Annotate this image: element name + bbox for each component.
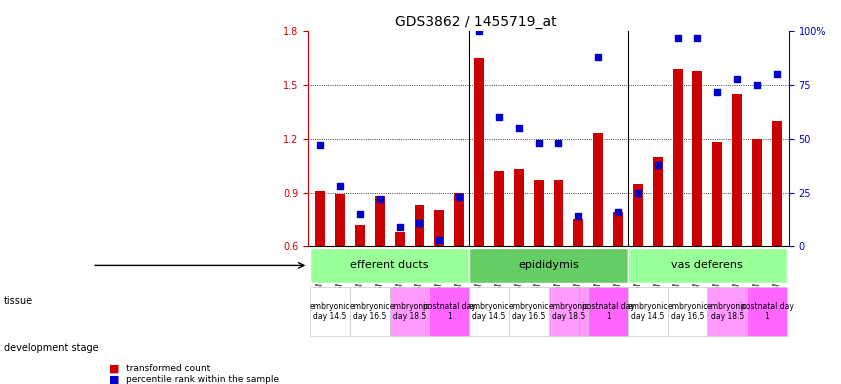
Text: ■: ■ <box>109 375 119 384</box>
Bar <box>534 180 543 246</box>
Text: efferent ducts: efferent ducts <box>351 260 429 270</box>
Point <box>413 220 426 226</box>
Bar <box>692 71 702 246</box>
Text: embryonic
day 18.5: embryonic day 18.5 <box>548 302 589 321</box>
FancyBboxPatch shape <box>469 287 509 336</box>
FancyBboxPatch shape <box>509 287 548 336</box>
FancyBboxPatch shape <box>628 287 668 336</box>
Text: embryonic
day 16.5: embryonic day 16.5 <box>667 302 708 321</box>
Bar <box>375 196 384 246</box>
Point <box>572 213 585 219</box>
FancyBboxPatch shape <box>707 287 747 336</box>
Text: embryonic
day 14.5: embryonic day 14.5 <box>627 302 668 321</box>
Bar <box>772 121 782 246</box>
Text: GDS3862 / 1455719_at: GDS3862 / 1455719_at <box>394 15 557 29</box>
Point <box>611 209 625 215</box>
Bar <box>574 219 584 246</box>
Text: vas deferens: vas deferens <box>671 260 743 270</box>
Bar <box>394 232 405 246</box>
Point <box>492 114 505 121</box>
Text: embryonic
day 18.5: embryonic day 18.5 <box>707 302 748 321</box>
Point <box>473 28 486 35</box>
Point <box>452 194 466 200</box>
Bar <box>752 139 762 246</box>
FancyBboxPatch shape <box>310 248 469 283</box>
Text: postnatal day
1: postnatal day 1 <box>582 302 635 321</box>
FancyBboxPatch shape <box>469 248 628 283</box>
Point <box>711 88 724 94</box>
Bar <box>315 191 325 246</box>
Point <box>432 237 446 243</box>
Bar <box>454 192 464 246</box>
Point <box>731 76 744 82</box>
Text: embryonic
day 14.5: embryonic day 14.5 <box>468 302 509 321</box>
Point <box>393 224 406 230</box>
FancyBboxPatch shape <box>430 287 469 336</box>
Point <box>333 183 346 189</box>
Point <box>690 35 704 41</box>
Text: embryonic
day 16.5: embryonic day 16.5 <box>509 302 549 321</box>
Bar <box>474 58 484 246</box>
FancyBboxPatch shape <box>350 287 389 336</box>
Bar <box>553 180 563 246</box>
Point <box>373 196 387 202</box>
Bar <box>712 142 722 246</box>
Point <box>651 162 664 168</box>
Bar <box>593 134 603 246</box>
Text: embryonic
day 14.5: embryonic day 14.5 <box>309 302 351 321</box>
Text: transformed count: transformed count <box>126 364 210 373</box>
Point <box>750 82 764 88</box>
Bar <box>335 194 345 246</box>
Text: embryonic
day 18.5: embryonic day 18.5 <box>389 302 430 321</box>
FancyBboxPatch shape <box>548 287 588 336</box>
Bar <box>633 184 643 246</box>
Point <box>591 54 605 60</box>
Bar <box>733 94 742 246</box>
Bar <box>415 205 425 246</box>
Bar <box>613 212 623 246</box>
Point <box>552 140 565 146</box>
Bar <box>514 169 524 246</box>
Bar <box>653 157 663 246</box>
Text: development stage: development stage <box>4 343 99 353</box>
Text: postnatal day
1: postnatal day 1 <box>740 302 793 321</box>
FancyBboxPatch shape <box>628 248 787 283</box>
Text: tissue: tissue <box>4 296 34 306</box>
Point <box>353 211 367 217</box>
Point <box>314 142 327 148</box>
Point <box>532 140 545 146</box>
FancyBboxPatch shape <box>310 287 350 336</box>
Bar <box>673 69 683 246</box>
Text: ■: ■ <box>109 364 119 374</box>
Text: epididymis: epididymis <box>518 260 579 270</box>
Bar <box>494 171 504 246</box>
Text: embryonic
day 16.5: embryonic day 16.5 <box>350 302 390 321</box>
FancyBboxPatch shape <box>588 287 628 336</box>
Point <box>512 125 526 131</box>
FancyBboxPatch shape <box>747 287 787 336</box>
Point <box>770 71 784 78</box>
Point <box>631 189 644 195</box>
Text: postnatal day
1: postnatal day 1 <box>423 302 476 321</box>
Bar <box>434 210 444 246</box>
Bar <box>355 225 365 246</box>
FancyBboxPatch shape <box>389 287 430 336</box>
FancyBboxPatch shape <box>668 287 707 336</box>
Point <box>671 35 685 41</box>
Text: percentile rank within the sample: percentile rank within the sample <box>126 375 279 384</box>
